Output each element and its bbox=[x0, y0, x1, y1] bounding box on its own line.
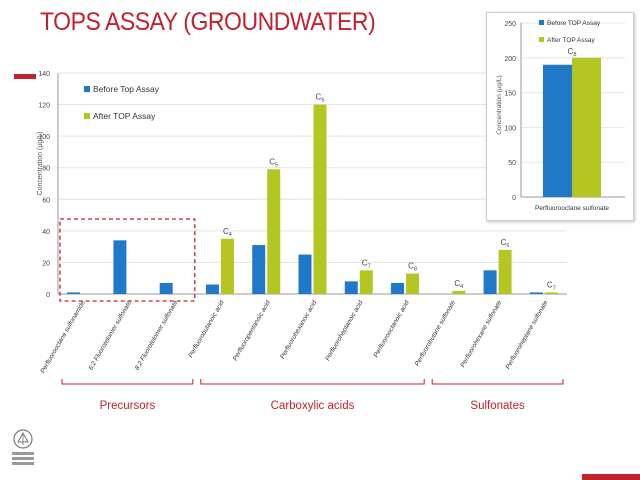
y-tick-label: 100 bbox=[38, 134, 50, 141]
chain-length-label: C8 bbox=[568, 47, 577, 58]
y-tick-label: 150 bbox=[504, 91, 516, 98]
bar bbox=[220, 238, 234, 294]
group-label: Sulfonates bbox=[470, 400, 525, 412]
legend-label: Before TOP Assay bbox=[547, 20, 601, 27]
x-tick-label: Perfluorobutanoic acid bbox=[187, 299, 226, 359]
x-tick-label: Perfluorooctane sulfonate bbox=[535, 205, 609, 212]
y-tick-label: 200 bbox=[504, 56, 516, 63]
precursors-highlight-box bbox=[59, 218, 196, 302]
group-label: Precursors bbox=[100, 400, 156, 412]
legend-swatch bbox=[84, 113, 90, 119]
legend-label: After TOP Assay bbox=[93, 111, 156, 121]
x-tick-label: Perfluorohexanoic acid bbox=[279, 299, 318, 360]
legend-label: Before Top Assay bbox=[93, 84, 160, 94]
chain-length-label: C7 bbox=[362, 258, 371, 269]
bar bbox=[252, 245, 266, 294]
bar bbox=[205, 284, 219, 294]
legend-swatch bbox=[539, 20, 544, 25]
x-tick-label: Perfluoroheptane sulfonate bbox=[505, 299, 550, 370]
chain-length-label: C4 bbox=[223, 227, 232, 238]
legend-swatch bbox=[539, 37, 544, 42]
bar bbox=[391, 282, 405, 294]
group-bracket bbox=[431, 379, 564, 385]
y-tick-label: 140 bbox=[38, 71, 50, 78]
bar bbox=[344, 281, 358, 294]
y-tick-label: 80 bbox=[42, 166, 50, 173]
chain-length-label: C8 bbox=[408, 261, 417, 272]
inset-chart-panel: 0 50 100 150 200 250 Concentration (µg/L) C8 Per… bbox=[486, 12, 634, 221]
legend-label: After TOP Assay bbox=[547, 37, 595, 44]
y-tick-label: 250 bbox=[504, 21, 516, 28]
bar bbox=[572, 57, 601, 197]
y-axis-label: Concentration (µg/L) bbox=[496, 75, 503, 134]
bar bbox=[543, 64, 572, 197]
x-tick-label: Perfluoropentanoic acid bbox=[232, 299, 272, 362]
company-logo-icon bbox=[12, 429, 34, 465]
y-tick-label: 120 bbox=[38, 103, 50, 110]
bar bbox=[544, 292, 558, 294]
chain-length-label: C6 bbox=[501, 238, 510, 249]
group-bracket bbox=[61, 379, 194, 385]
group-bracket bbox=[200, 379, 425, 385]
y-tick-label: 20 bbox=[42, 260, 50, 267]
x-tick-label: 6:2 Fluorotelomer sulfonate bbox=[88, 299, 134, 371]
x-tick-label: Perfluorohexane sulfonate bbox=[459, 299, 503, 369]
bar bbox=[298, 254, 312, 294]
bar bbox=[159, 282, 173, 294]
bar bbox=[267, 169, 281, 294]
x-tick-label: Perfluorooctane sulfonamide bbox=[39, 299, 87, 374]
y-tick-label: 60 bbox=[42, 197, 50, 204]
inset-chart: 0 50 100 150 200 250 Concentration (µg/L) C8 Per… bbox=[496, 20, 625, 212]
chain-length-label: C7 bbox=[547, 280, 556, 291]
y-axis-label: Concentration (µg/L) bbox=[37, 132, 44, 196]
y-tick-label: 40 bbox=[42, 229, 50, 236]
x-tick-label: Perfluorobutane sulfonate bbox=[414, 299, 457, 367]
accent-bar-bottom bbox=[582, 474, 640, 480]
x-tick-label: Perfluoroheptanoic acid bbox=[324, 299, 364, 362]
x-tick-label: 8:2 Fluorotelomer sulfonate bbox=[134, 299, 180, 371]
y-tick-label: 0 bbox=[512, 195, 516, 202]
bar bbox=[313, 104, 327, 294]
legend-swatch bbox=[84, 86, 90, 92]
bar bbox=[113, 240, 127, 294]
bar bbox=[483, 270, 497, 294]
chain-length-label: C4 bbox=[454, 279, 463, 290]
bar bbox=[406, 273, 420, 294]
chain-length-label: C6 bbox=[316, 93, 325, 104]
chain-length-label: C5 bbox=[269, 157, 278, 168]
bar bbox=[498, 249, 512, 294]
group-label: Carboxylic acids bbox=[271, 400, 355, 412]
accent-bar-left bbox=[14, 74, 36, 79]
y-tick-label: 100 bbox=[504, 125, 516, 132]
bar bbox=[452, 290, 466, 294]
bar bbox=[529, 292, 543, 294]
bar bbox=[359, 270, 373, 294]
bar bbox=[67, 292, 81, 294]
y-tick-label: 0 bbox=[46, 292, 50, 299]
x-tick-label: Perfluorooctanoic acid bbox=[373, 299, 411, 359]
y-tick-label: 50 bbox=[508, 160, 516, 167]
slide-title: TOPS ASSAY (GROUNDWATER) bbox=[40, 8, 376, 36]
